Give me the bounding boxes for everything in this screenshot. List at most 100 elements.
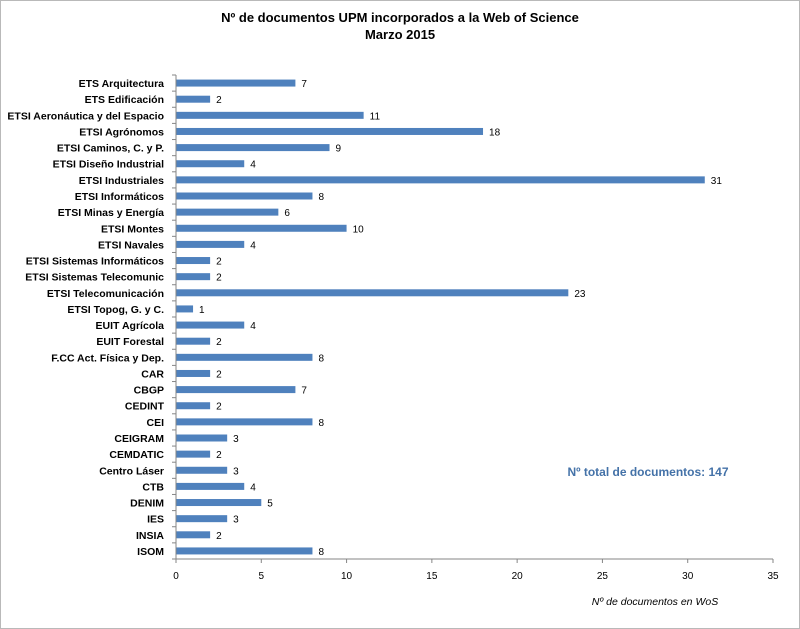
category-label: ETSI Industriales bbox=[79, 175, 164, 187]
x-tick-label: 15 bbox=[426, 571, 438, 582]
value-label: 31 bbox=[711, 176, 723, 187]
category-label: CEDINT bbox=[125, 401, 165, 413]
value-label: 23 bbox=[574, 289, 586, 300]
value-label: 2 bbox=[216, 402, 222, 413]
bar bbox=[176, 531, 211, 539]
category-label: IES bbox=[147, 514, 164, 526]
x-tick-label: 5 bbox=[259, 571, 265, 582]
chart-subtitle: Marzo 2015 bbox=[364, 27, 436, 42]
bar bbox=[176, 192, 313, 200]
value-label: 6 bbox=[284, 208, 290, 219]
category-label: CTB bbox=[142, 481, 164, 493]
x-tick-label: 0 bbox=[173, 571, 179, 582]
category-label: EUIT Forestal bbox=[96, 336, 164, 348]
x-tick-label: 25 bbox=[597, 571, 609, 582]
value-label: 9 bbox=[336, 144, 342, 155]
value-label: 2 bbox=[216, 450, 222, 461]
value-label: 4 bbox=[250, 482, 256, 493]
bar bbox=[176, 434, 228, 442]
value-label: 4 bbox=[250, 160, 256, 171]
value-label: 7 bbox=[301, 79, 307, 90]
value-label: 3 bbox=[233, 466, 239, 477]
bar bbox=[176, 402, 211, 410]
value-label: 8 bbox=[318, 547, 324, 558]
category-label: ETSI Telecomunicación bbox=[47, 288, 164, 300]
value-label: 2 bbox=[216, 337, 222, 348]
value-label: 8 bbox=[318, 353, 324, 364]
value-label: 7 bbox=[301, 386, 307, 397]
x-tick-label: 10 bbox=[341, 571, 353, 582]
category-label: Centro Láser bbox=[99, 465, 164, 477]
value-label: 11 bbox=[370, 111, 381, 122]
category-label: ETSI Sistemas Informáticos bbox=[26, 256, 164, 268]
category-label: INSIA bbox=[136, 530, 164, 542]
bar bbox=[176, 482, 245, 490]
bar bbox=[176, 547, 313, 555]
bar bbox=[176, 176, 705, 184]
value-label: 4 bbox=[250, 240, 256, 251]
value-label: 1 bbox=[199, 305, 205, 316]
bar bbox=[176, 353, 313, 361]
category-label: CEMDATIC bbox=[109, 449, 164, 461]
x-tick-label: 20 bbox=[512, 571, 524, 582]
category-label: CEI bbox=[146, 417, 164, 429]
category-label: EUIT Agrícola bbox=[96, 320, 165, 332]
x-axis-label: Nº de documentos en WoS bbox=[592, 596, 718, 608]
bar bbox=[176, 95, 211, 103]
value-label: 2 bbox=[216, 273, 222, 284]
category-label: ISOM bbox=[137, 546, 164, 558]
chart-title-block: Nº de documentos UPM incorporados a la W… bbox=[0, 9, 800, 43]
bar bbox=[176, 144, 330, 152]
value-label: 10 bbox=[353, 224, 365, 235]
bar bbox=[176, 418, 313, 426]
category-label: ETS Edificación bbox=[85, 94, 164, 106]
value-label: 2 bbox=[216, 257, 222, 268]
category-label: ETSI Aeronáutica y del Espacio bbox=[7, 110, 164, 122]
value-label: 3 bbox=[233, 434, 239, 445]
axes: 0 5 10 15 20 25 30 35 bbox=[172, 74, 779, 582]
bar bbox=[176, 224, 347, 232]
bar bbox=[176, 321, 245, 329]
category-label: CEIGRAM bbox=[114, 433, 164, 445]
bar bbox=[176, 305, 194, 313]
category-labels: ETS Arquitectura ETS Edificación ETSI Aero… bbox=[7, 78, 164, 558]
category-label: ETSI Sistemas Telecomunic bbox=[25, 272, 164, 284]
bar bbox=[176, 257, 211, 265]
bars bbox=[176, 79, 705, 555]
chart-title: Nº de documentos UPM incorporados a la W… bbox=[221, 10, 579, 25]
category-label: ETSI Informáticos bbox=[75, 191, 164, 203]
x-tick-label: 35 bbox=[767, 571, 779, 582]
value-label: 18 bbox=[489, 127, 501, 138]
value-label: 2 bbox=[216, 369, 222, 380]
value-label: 2 bbox=[216, 95, 222, 106]
category-label: F.CC Act. Física y Dep. bbox=[51, 352, 164, 364]
category-label: ETSI Agrónomos bbox=[79, 126, 164, 138]
bar bbox=[176, 79, 296, 87]
value-label: 8 bbox=[318, 418, 324, 429]
bar bbox=[176, 450, 211, 458]
category-label: ETSI Diseño Industrial bbox=[53, 159, 165, 171]
category-label: CAR bbox=[141, 368, 164, 380]
bar bbox=[176, 466, 228, 474]
bar bbox=[176, 515, 228, 523]
value-label: 4 bbox=[250, 321, 256, 332]
value-label: 2 bbox=[216, 531, 222, 542]
bar bbox=[176, 337, 211, 345]
bar bbox=[176, 499, 262, 507]
bar bbox=[176, 369, 211, 377]
x-tick-label: 30 bbox=[682, 571, 694, 582]
bar bbox=[176, 127, 484, 135]
category-label: DENIM bbox=[130, 498, 164, 510]
value-label: 5 bbox=[267, 499, 273, 510]
bar bbox=[176, 208, 279, 216]
category-label: ETSI Minas y Energía bbox=[58, 207, 164, 219]
category-label: ETS Arquitectura bbox=[79, 78, 165, 90]
category-label: ETSI Navales bbox=[98, 239, 164, 251]
value-label: 3 bbox=[233, 515, 239, 526]
bar bbox=[176, 289, 569, 297]
category-label: ETSI Caminos, C. y P. bbox=[57, 143, 164, 155]
bar bbox=[176, 386, 296, 394]
